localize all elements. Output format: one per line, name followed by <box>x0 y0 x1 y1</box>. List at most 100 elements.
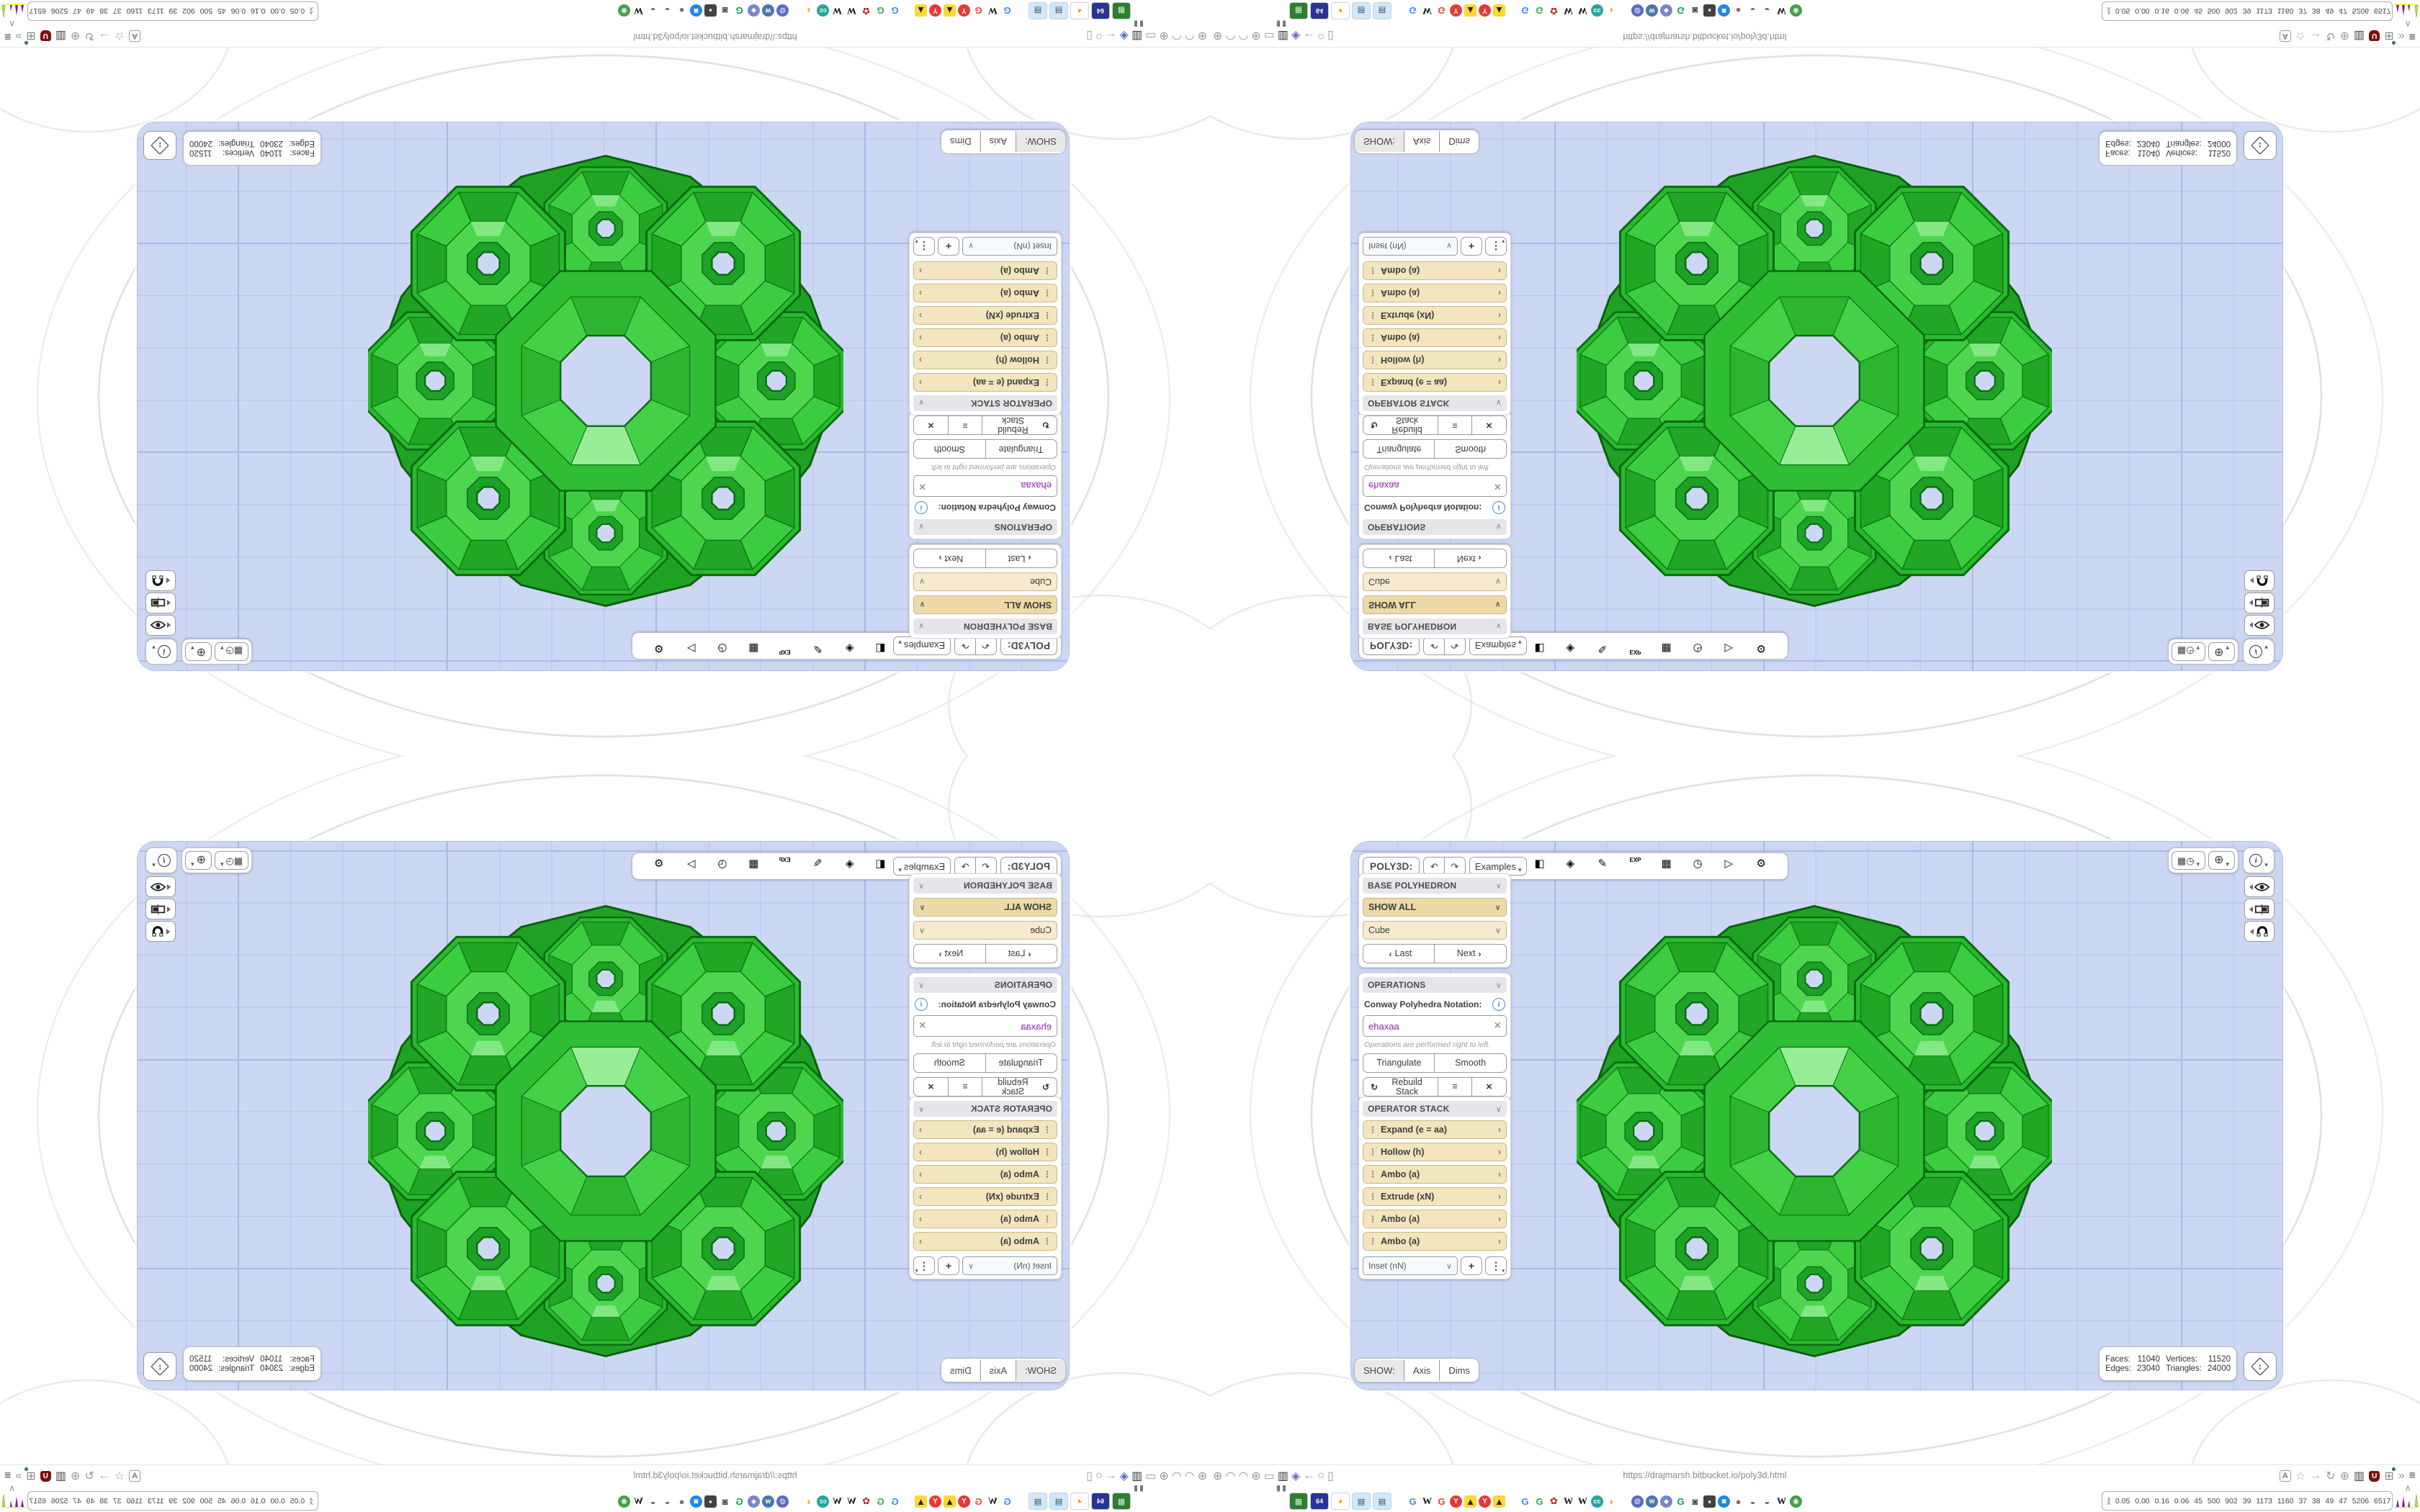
bookmark-favicon[interactable]: ◙ <box>690 1495 702 1508</box>
drag-handle-icon[interactable]: ⋮ <box>1044 288 1052 298</box>
trash-icon[interactable]: ▥ <box>55 1470 67 1482</box>
undo-button[interactable]: ↶ <box>974 636 997 655</box>
ublock-icon[interactable]: U <box>40 1470 51 1482</box>
trash-icon[interactable]: ▥ <box>1277 30 1289 42</box>
examples-dropdown[interactable]: Examples ▾ <box>1469 857 1528 876</box>
back-arrow-icon[interactable]: ← <box>1105 1470 1117 1482</box>
operator-stack-item[interactable]: ⋮ Hollow (h) › <box>1363 1143 1507 1161</box>
clear-stack-button[interactable]: × <box>1471 1077 1507 1097</box>
operator-stack-item[interactable]: ⋮ Expand (e = aa) › <box>913 1120 1057 1139</box>
shield-outline-icon[interactable]: ○ <box>1317 30 1325 42</box>
settings-button[interactable]: ⚙ <box>654 642 664 654</box>
overflow-chevron-icon[interactable]: » <box>15 30 22 42</box>
next-button[interactable]: Next › <box>1434 549 1507 568</box>
smooth-button[interactable]: Smooth <box>913 439 986 459</box>
bookmark-favicon[interactable]: G <box>974 5 982 17</box>
display-mode-button[interactable] <box>145 899 176 919</box>
bookmark-favicon[interactable]: W <box>1564 6 1573 17</box>
bookmark-favicon[interactable]: ◙ <box>1692 1495 1698 1507</box>
bookmark-favicon[interactable]: G <box>891 1495 899 1507</box>
bookmark-favicon[interactable]: ▲ <box>1493 4 1505 17</box>
trash-icon[interactable]: ▥ <box>2353 1470 2365 1482</box>
operator-stack-item[interactable]: ⋮ Hollow (h) › <box>1363 351 1507 369</box>
show-all-dropdown[interactable]: SHOW ALL ∨ <box>1363 595 1507 614</box>
history-button[interactable]: ◷ <box>1693 642 1703 654</box>
bookmark-favicon[interactable]: G <box>1536 1495 1543 1507</box>
bookmark-favicon[interactable]: G <box>1003 5 1011 17</box>
add-operator-dropdown[interactable]: Inset (nN) ∨ <box>1363 237 1458 256</box>
report-table-button[interactable]: ▦ ◷ ▾ <box>2171 642 2206 661</box>
snap-button[interactable] <box>2244 921 2275 942</box>
overflow-chevron-icon[interactable]: » <box>2398 1470 2405 1482</box>
examples-dropdown[interactable]: Examples ▾ <box>1469 636 1528 655</box>
translate-icon[interactable]: A <box>2279 30 2291 42</box>
gauge-icon[interactable]: ◠ <box>1225 1470 1236 1482</box>
drag-handle-icon[interactable]: ⋮ <box>1044 1125 1052 1135</box>
gauge-icon[interactable]: ◠ <box>1238 30 1249 42</box>
bookmark-favicon[interactable]: W <box>847 6 856 17</box>
rebuild-stack-button[interactable]: ↻ Rebuild Stack <box>1363 415 1438 435</box>
bookmark-favicon[interactable]: ◉ <box>618 1495 630 1508</box>
drag-handle-icon[interactable]: ⋮ <box>1044 1214 1052 1224</box>
bookmark-favicon[interactable]: W <box>1777 1495 1786 1506</box>
section-header[interactable]: OPERATIONS ∨ <box>913 977 1057 993</box>
stack-list-button[interactable]: ≡ <box>947 415 983 435</box>
stack-menu-button[interactable]: ⋮ ▾ <box>913 237 935 256</box>
bookmark-favicon[interactable]: G <box>1003 1495 1011 1507</box>
fit-view-button[interactable]: ↕ <box>143 1352 176 1381</box>
bookmark-favicon[interactable]: W <box>1422 6 1432 17</box>
history-button[interactable]: ◷ <box>717 642 727 654</box>
bookmark-favicon[interactable]: W <box>1564 1495 1573 1506</box>
bookmark-favicon[interactable]: ◕ <box>1070 2 1089 19</box>
notation-input[interactable]: ehaxaa × <box>1363 475 1507 497</box>
bookmark-favicon[interactable]: G <box>974 1495 982 1507</box>
bookmark-favicon[interactable]: 64 <box>1091 2 1110 19</box>
bookmark-favicon[interactable]: G <box>891 5 899 17</box>
bookmark-favicon[interactable]: Y <box>1479 4 1491 17</box>
viewport-canvas[interactable] <box>138 122 1069 670</box>
collapse-chevron-icon[interactable]: ∧ <box>2404 1482 2411 1493</box>
operator-stack-item[interactable]: ⋮ Hollow (h) › <box>913 1143 1057 1161</box>
url-text[interactable]: https://drajmarsh.bitbucket.io/poly3d.ht… <box>633 32 797 42</box>
settings-button[interactable]: ⚙ <box>654 858 664 870</box>
bookmark-favicon[interactable]: G <box>735 1495 743 1507</box>
bookmark-favicon[interactable]: W <box>634 6 643 17</box>
bookmark-favicon[interactable]: w <box>1646 4 1658 17</box>
bookmark-favicon[interactable]: w <box>762 1495 774 1508</box>
notation-info-icon[interactable]: i <box>915 998 928 1011</box>
menu-icon[interactable]: ≡ <box>4 1470 12 1482</box>
bookmark-favicon[interactable]: ◗ <box>805 5 812 17</box>
bookmark-favicon[interactable]: ▤ <box>1373 1493 1392 1510</box>
triangulate-button[interactable]: Triangulate <box>1363 439 1435 459</box>
drag-handle-icon[interactable]: ⋮ <box>1368 310 1376 320</box>
url-text[interactable]: https://drajmarsh.bitbucket.io/poly3d.ht… <box>633 1470 797 1480</box>
folder-icon[interactable]: ▭ <box>1145 1470 1157 1482</box>
bookmark-favicon[interactable]: G <box>735 5 743 17</box>
clear-input-icon[interactable]: × <box>919 480 926 492</box>
last-button[interactable]: ‹ Last <box>985 549 1057 568</box>
dims-toggle[interactable]: Dims <box>950 1364 972 1376</box>
operator-stack-item[interactable]: ⋮ Expand (e = aa) › <box>1363 1120 1507 1139</box>
bookmark-favicon[interactable]: Y <box>1450 1495 1462 1508</box>
modify-button[interactable]: ✎ <box>812 642 823 654</box>
bookmark-favicon[interactable]: ▪ <box>1703 4 1716 17</box>
drag-handle-icon[interactable]: ⋮ <box>1044 1236 1052 1246</box>
drag-handle-icon[interactable]: ⋮ <box>1044 310 1052 320</box>
bookmark-favicon[interactable]: ✿ <box>1550 1495 1558 1506</box>
bookmark-favicon[interactable]: ◆ <box>1660 1495 1672 1508</box>
bookmark-favicon[interactable]: G <box>1521 5 1529 17</box>
clear-stack-button[interactable]: × <box>913 1077 949 1097</box>
display-mode-button[interactable] <box>2244 899 2275 919</box>
bookmark-favicon[interactable]: ▲ <box>944 4 956 17</box>
gauge-icon[interactable]: ◠ <box>1238 1470 1249 1482</box>
section-header[interactable]: OPERATIONS ∨ <box>1363 977 1507 993</box>
bookmark-favicon[interactable]: G <box>877 5 884 17</box>
display-style-button[interactable]: ◧ <box>875 858 886 870</box>
viewport-canvas[interactable] <box>1351 122 2282 670</box>
bookmark-favicon[interactable]: ◙ <box>1692 5 1698 17</box>
info-button[interactable]: i ▾ <box>2244 851 2273 870</box>
drag-handle-icon[interactable]: ⋮ <box>1368 1147 1377 1157</box>
extensions-icon[interactable]: ⊞ <box>26 1470 36 1482</box>
bookmark-favicon[interactable]: ◗ <box>805 1495 812 1507</box>
operator-stack-item[interactable]: ⋮ Ambo (a) › <box>1363 1232 1507 1251</box>
